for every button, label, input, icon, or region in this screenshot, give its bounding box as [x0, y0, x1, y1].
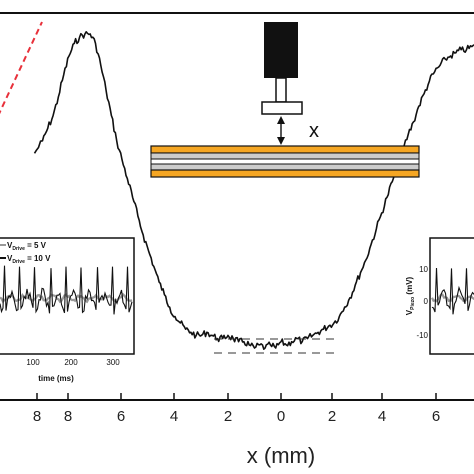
- right-inset-black-signal: [431, 267, 474, 315]
- x-tick-label: 4: [170, 408, 178, 425]
- diagram-label: x: [309, 120, 319, 142]
- sensor-stem: [275, 77, 287, 103]
- left-inset: VDrive = 5 V VDrive = 10 V 100 200 300 t…: [0, 237, 135, 383]
- x-tick-label: 8: [33, 408, 41, 425]
- left-inset-gray-signal: [0, 292, 133, 304]
- right-inset: 10 0 -10 VPiezo (mV): [405, 237, 474, 355]
- beam-layer-inner-1: [150, 152, 420, 160]
- beam-layer-core: [150, 158, 420, 165]
- x-tick-label: 2: [224, 408, 232, 425]
- tangent-line: [0, 21, 43, 115]
- x-tick-label: 6: [432, 408, 440, 425]
- measurement-curve: [33, 31, 474, 350]
- left-inset-tick-200: 200: [64, 358, 78, 367]
- left-inset-xlabel: time (ms): [38, 374, 74, 383]
- beam-layer-bottom: [150, 169, 420, 178]
- beam-layer-top: [150, 145, 420, 154]
- right-inset-ylabel: VPiezo (mV): [405, 276, 416, 315]
- sensor-tip: [261, 101, 303, 115]
- gap-arrow-up: [277, 116, 285, 124]
- x-tick-label: 6: [117, 408, 125, 425]
- left-inset-black-signal: [0, 265, 133, 315]
- legend-label-10v: VDrive = 10 V: [7, 254, 51, 265]
- right-inset-tick-0: 0: [424, 297, 429, 306]
- setup-diagram: x: [150, 22, 420, 178]
- left-inset-tick-300: 300: [106, 358, 120, 367]
- plot-frame: [0, 12, 474, 401]
- x-tick-label: 2: [328, 408, 336, 425]
- x-tick-label: 4: [378, 408, 386, 425]
- right-inset-gray-signal: [431, 293, 474, 303]
- x-axis-title: x (mm): [247, 443, 315, 468]
- gap-arrow-down: [277, 137, 285, 145]
- sensor-body: [264, 22, 298, 78]
- right-inset-tick-minus-10: -10: [416, 331, 428, 340]
- left-inset-tick-100: 100: [26, 358, 40, 367]
- right-inset-tick-10: 10: [419, 265, 428, 274]
- left-inset-legend: VDrive = 5 V VDrive = 10 V: [0, 241, 51, 265]
- beam-layer-inner-2: [150, 163, 420, 171]
- x-axis: 8 8 6 4 2 0 2 4 6 x (mm): [33, 393, 440, 468]
- x-tick-label: 8: [64, 408, 72, 425]
- legend-label-5v: VDrive = 5 V: [7, 241, 47, 252]
- x-tick-label: 0: [277, 408, 285, 425]
